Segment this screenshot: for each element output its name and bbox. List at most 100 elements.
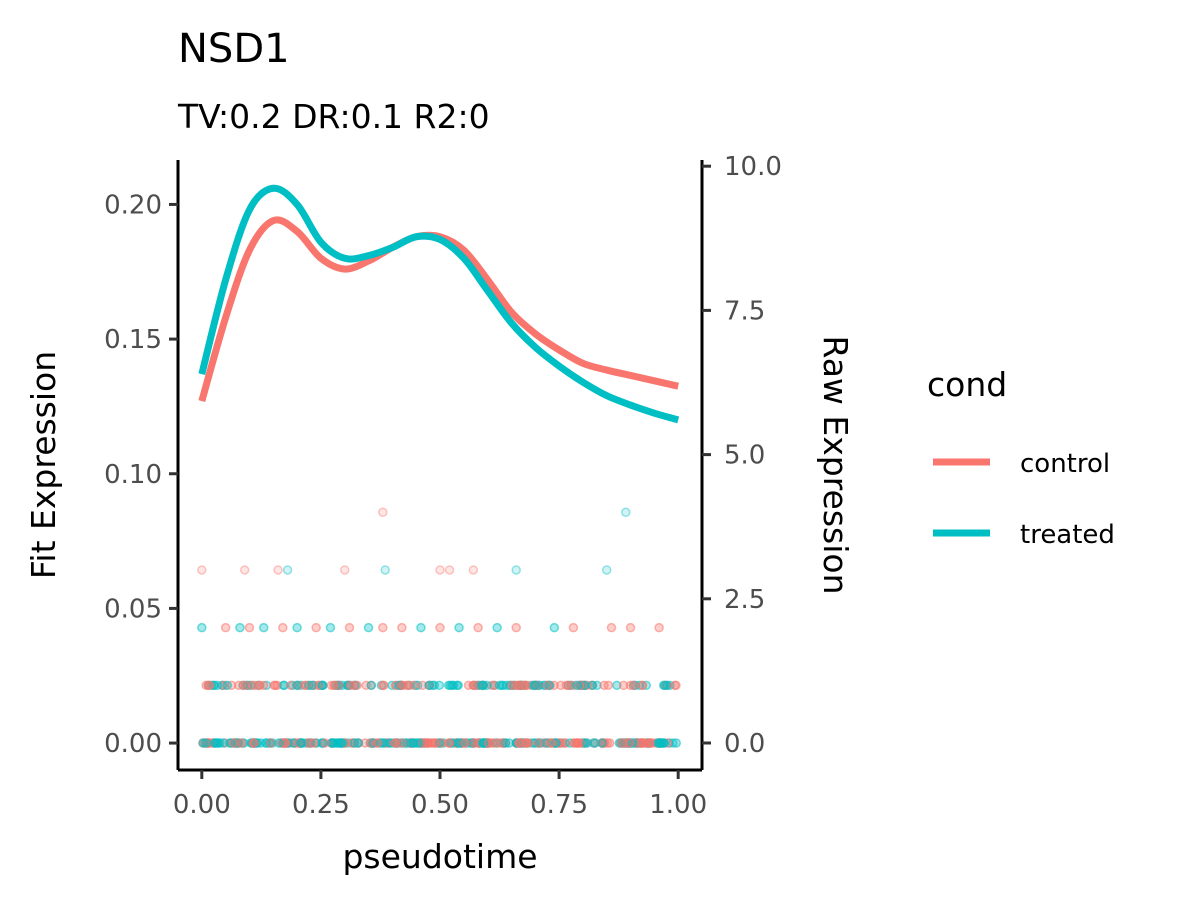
raw-point bbox=[468, 565, 479, 575]
raw-point bbox=[435, 622, 445, 633]
raw-point bbox=[426, 738, 436, 748]
raw-point bbox=[349, 680, 359, 691]
x-tick-label: 0.25 bbox=[292, 790, 350, 820]
raw-point bbox=[444, 738, 455, 748]
raw-point bbox=[398, 680, 409, 691]
raw-point bbox=[205, 680, 215, 691]
y-tick-label: 0.15 bbox=[104, 325, 162, 355]
raw-point bbox=[587, 680, 598, 691]
y2-tick-label: 0.0 bbox=[724, 729, 765, 759]
raw-point bbox=[605, 738, 615, 748]
raw-point bbox=[353, 738, 364, 748]
raw-point bbox=[240, 680, 251, 691]
raw-point bbox=[278, 622, 288, 633]
raw-point bbox=[339, 565, 350, 575]
raw-point bbox=[273, 565, 283, 575]
raw-point bbox=[616, 738, 627, 748]
raw-point bbox=[606, 622, 617, 633]
raw-point bbox=[379, 738, 389, 748]
raw-point bbox=[654, 622, 664, 633]
raw-point bbox=[601, 565, 612, 575]
legend: cond control treated bbox=[927, 365, 1115, 550]
raw-point bbox=[637, 680, 648, 691]
x-ticks: 0.00 0.25 0.50 0.75 1.00 bbox=[173, 770, 707, 820]
raw-point bbox=[363, 622, 374, 633]
raw-point bbox=[473, 622, 483, 633]
y-tick-label: 0.05 bbox=[104, 594, 162, 624]
raw-point bbox=[233, 680, 244, 691]
raw-point bbox=[542, 680, 552, 691]
y-axis-title: Fit Expression bbox=[24, 351, 63, 579]
raw-point bbox=[273, 738, 284, 748]
raw-point bbox=[625, 622, 636, 633]
raw-point bbox=[306, 680, 317, 691]
raw-point bbox=[291, 680, 302, 691]
raw-point bbox=[235, 622, 245, 633]
fit-line-control bbox=[198, 216, 679, 402]
raw-point bbox=[296, 738, 307, 748]
chart-subtitle: TV:0.2 DR:0.1 R2:0 bbox=[177, 97, 490, 136]
x-tick-label: 0.75 bbox=[530, 790, 588, 820]
raw-point bbox=[435, 565, 445, 575]
raw-point bbox=[220, 622, 231, 633]
raw-point bbox=[654, 738, 664, 748]
raw-point bbox=[212, 738, 223, 748]
raw-point bbox=[621, 507, 631, 518]
raw-point bbox=[590, 738, 600, 748]
raw-point bbox=[352, 680, 362, 691]
raw-point bbox=[533, 738, 544, 748]
raw-point bbox=[625, 738, 635, 748]
raw-point bbox=[521, 738, 532, 748]
raw-point bbox=[345, 680, 356, 691]
raw-point bbox=[280, 738, 291, 748]
raw-point bbox=[460, 738, 471, 748]
fit-lines-layer bbox=[198, 184, 680, 424]
raw-point bbox=[237, 738, 247, 748]
raw-point bbox=[569, 738, 580, 748]
raw-point bbox=[500, 738, 511, 748]
raw-point bbox=[546, 738, 556, 748]
raw-point bbox=[292, 622, 302, 633]
raw-points-layer bbox=[197, 507, 681, 748]
raw-point bbox=[380, 565, 390, 575]
raw-point bbox=[671, 738, 681, 748]
raw-point bbox=[618, 680, 629, 691]
raw-point bbox=[317, 680, 327, 691]
raw-point bbox=[572, 680, 582, 691]
y2-tick-label: 2.5 bbox=[724, 585, 765, 615]
y-ticks-left: 0.00 0.05 0.10 0.15 0.20 bbox=[104, 190, 178, 759]
raw-point bbox=[201, 738, 211, 748]
raw-point bbox=[311, 738, 322, 748]
raw-point bbox=[222, 680, 233, 691]
y2-axis-title: Raw Expression bbox=[816, 335, 855, 594]
raw-point bbox=[568, 622, 579, 633]
x-tick-label: 1.00 bbox=[649, 790, 707, 820]
raw-point bbox=[378, 622, 388, 633]
raw-point bbox=[378, 507, 388, 518]
raw-point bbox=[226, 738, 236, 748]
raw-point bbox=[520, 680, 531, 691]
raw-point bbox=[483, 738, 494, 748]
y-tick-label: 0.10 bbox=[104, 460, 162, 490]
raw-point bbox=[511, 622, 521, 633]
raw-point bbox=[572, 738, 582, 748]
raw-point bbox=[325, 622, 336, 633]
raw-point bbox=[408, 738, 419, 748]
chart-title: NSD1 bbox=[178, 26, 290, 72]
legend-label: control bbox=[1020, 449, 1110, 479]
raw-point bbox=[378, 680, 388, 691]
raw-point bbox=[397, 622, 407, 633]
raw-point bbox=[408, 680, 419, 691]
y2-tick-label: 5.0 bbox=[724, 441, 765, 471]
legend-title: cond bbox=[927, 365, 1007, 404]
raw-point bbox=[329, 680, 339, 691]
raw-point bbox=[454, 622, 464, 633]
raw-point bbox=[294, 738, 304, 748]
raw-point bbox=[300, 680, 310, 691]
raw-point bbox=[372, 738, 383, 748]
raw-point bbox=[582, 738, 593, 748]
raw-point bbox=[239, 565, 250, 575]
raw-point bbox=[282, 565, 293, 575]
raw-point bbox=[599, 680, 609, 691]
